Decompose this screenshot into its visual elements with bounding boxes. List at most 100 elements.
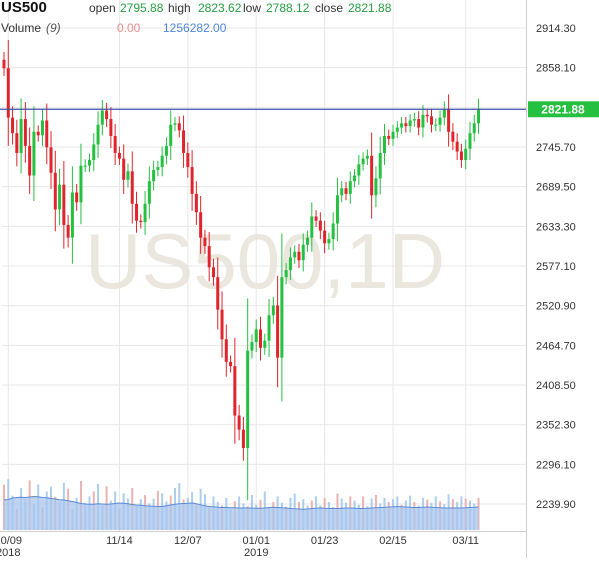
candle-body [361, 158, 365, 165]
y-tick-label: 2689.50 [536, 182, 576, 194]
candle-body [395, 127, 399, 132]
candle-body [267, 315, 271, 341]
candle-body [70, 192, 74, 238]
candle-body [143, 203, 147, 223]
volume-value: 0.00 [117, 21, 141, 35]
candle-body [32, 131, 36, 176]
x-tick-label: 01/23 [311, 535, 339, 547]
open-value: 2795.88 [120, 1, 164, 15]
candle-body [327, 239, 331, 244]
volume-ma-line [3, 495, 479, 510]
candle-body [365, 155, 369, 159]
candle-body [100, 110, 104, 125]
last-price-label: 2821.88 [541, 102, 585, 116]
volume-period: (9) [46, 21, 61, 35]
candle-body [391, 131, 395, 139]
volume-bar [477, 497, 480, 530]
candle-body [259, 329, 262, 348]
candle-body [254, 329, 258, 343]
candle-body [434, 124, 438, 126]
candle-body [340, 188, 344, 196]
candle-body [387, 136, 391, 139]
candle-body [378, 152, 382, 179]
last-price-badge-bg [528, 101, 599, 118]
candle-body [335, 195, 339, 224]
candle-body [451, 131, 455, 142]
candle-body [2, 59, 6, 69]
candle-body [229, 361, 233, 367]
candle-body [6, 68, 10, 118]
candle-body [36, 131, 40, 136]
high-value: 2823.62 [198, 1, 242, 15]
candle-body [233, 366, 237, 416]
candle-body [353, 175, 357, 182]
candle-body [23, 119, 27, 146]
candle-body [207, 246, 211, 268]
candle-body [96, 124, 100, 145]
candle-body [160, 155, 164, 168]
candle-body [177, 123, 181, 131]
candle-body [190, 167, 194, 194]
candle-body [297, 251, 301, 261]
x-tick-label: 02/15 [379, 535, 407, 547]
candle-body [447, 109, 451, 132]
candle-body [314, 216, 318, 221]
x-tick-label: 01/01 [242, 535, 270, 547]
candle-body [58, 184, 62, 210]
y-tick-label: 2577.10 [536, 261, 576, 273]
candle-body [126, 171, 130, 180]
candle-body [53, 172, 57, 210]
candles [2, 40, 481, 501]
y-tick-label: 2520.90 [536, 301, 576, 313]
candle-body [468, 133, 472, 149]
candle-body [425, 114, 429, 117]
candle-body [404, 123, 408, 127]
candle-body [237, 415, 241, 430]
x-tick-label: 03/11 [452, 535, 479, 547]
candle-body [11, 117, 15, 134]
candle-body [374, 178, 378, 196]
candle-body [357, 164, 361, 176]
candle-body [199, 212, 203, 238]
y-tick-label: 2296.10 [536, 459, 576, 471]
candle-body [344, 188, 348, 194]
candle-body [408, 120, 412, 127]
candle-body [276, 305, 280, 358]
x-tick-label: 12/07 [174, 535, 202, 547]
candle-body [417, 119, 421, 128]
candle-body [105, 110, 109, 120]
candle-body [152, 169, 156, 182]
candle-body [19, 119, 23, 153]
y-tick-label: 2858.10 [536, 63, 576, 75]
volume-ma-value: 1256282.00 [163, 21, 227, 35]
candle-body [250, 342, 254, 351]
candle-body [442, 109, 446, 118]
y-tick-label: 2239.90 [536, 499, 576, 511]
candle-body [45, 120, 49, 148]
high-label: high [168, 1, 191, 15]
candle-body [421, 114, 425, 128]
candle-body [455, 141, 459, 152]
x-tick-label: 10/09 [0, 535, 22, 547]
candle-body [135, 203, 139, 221]
close-value: 2821.88 [348, 1, 392, 15]
candle-body [156, 167, 160, 170]
candle-body [400, 123, 404, 128]
candle-body [288, 257, 292, 271]
candle-body [472, 123, 476, 134]
volume-label: Volume [1, 21, 42, 35]
candle-body [173, 123, 177, 125]
candle-body [280, 277, 284, 358]
candle-body [139, 220, 143, 223]
open-label: open [89, 1, 116, 15]
candle-body [318, 220, 322, 231]
candle-body [331, 223, 335, 240]
candle-body [477, 109, 481, 124]
x-tick-year: 2019 [244, 547, 268, 558]
candle-body [323, 230, 327, 244]
symbol-title[interactable]: US500 [1, 0, 47, 16]
candle-body [263, 340, 267, 348]
